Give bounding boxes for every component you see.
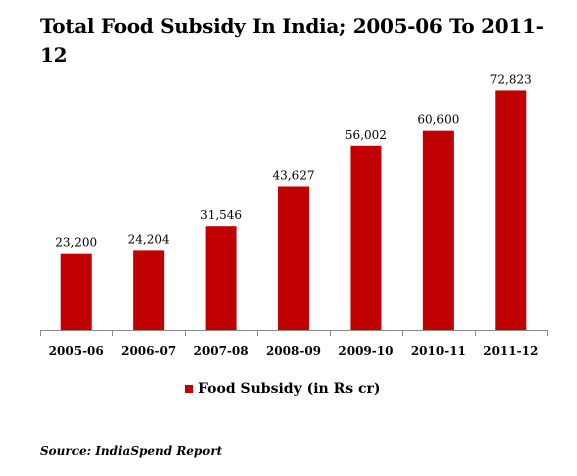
value-labels-layer: 23,200 24,204 31,546 43,627 56,002 60,600 72,8… [55,72,532,249]
bar-2009-10 [350,145,382,330]
x-tick-labels: 2005-06 2006-07 2007-08 2008-09 2009-10 2010-… [49,344,539,358]
bars-layer [60,90,527,331]
data-label-2008-09: 43,627 [273,168,315,182]
x-tick-label-2011-12: 2011-12 [483,344,538,358]
legend-swatch [185,385,193,393]
bar-2010-11 [422,130,454,330]
source-note: Source: IndiaSpend Report [40,444,223,458]
x-tick-label-2005-06: 2005-06 [49,344,104,358]
legend: Food Subsidy (in Rs cr) [185,381,381,397]
bar-2005-06 [60,253,92,330]
bar-2011-12 [495,90,527,331]
chart-title: Total Food Subsidy In India; 2005-06 To … [40,14,544,67]
data-label-2011-12: 72,823 [490,72,532,86]
x-tick-label-2007-08: 2007-08 [194,344,249,358]
x-tick-label-2010-11: 2010-11 [411,344,466,358]
data-label-2009-10: 56,002 [345,128,387,142]
x-tick-label-2008-09: 2008-09 [266,344,321,358]
bar-2006-07 [133,250,165,330]
data-label-2007-08: 31,546 [200,208,242,222]
bar-chart: 23,200 24,204 31,546 43,627 56,002 60,600 72,8… [40,72,548,397]
x-axis [40,330,548,336]
x-tick-label-2009-10: 2009-10 [338,344,393,358]
x-tick-label-2006-07: 2006-07 [121,344,176,358]
data-label-2010-11: 60,600 [417,113,459,127]
bar-2007-08 [205,226,237,330]
data-label-2006-07: 24,204 [128,232,170,246]
data-label-2005-06: 23,200 [55,236,97,250]
legend-label: Food Subsidy (in Rs cr) [198,381,381,397]
bar-2008-09 [278,186,309,330]
